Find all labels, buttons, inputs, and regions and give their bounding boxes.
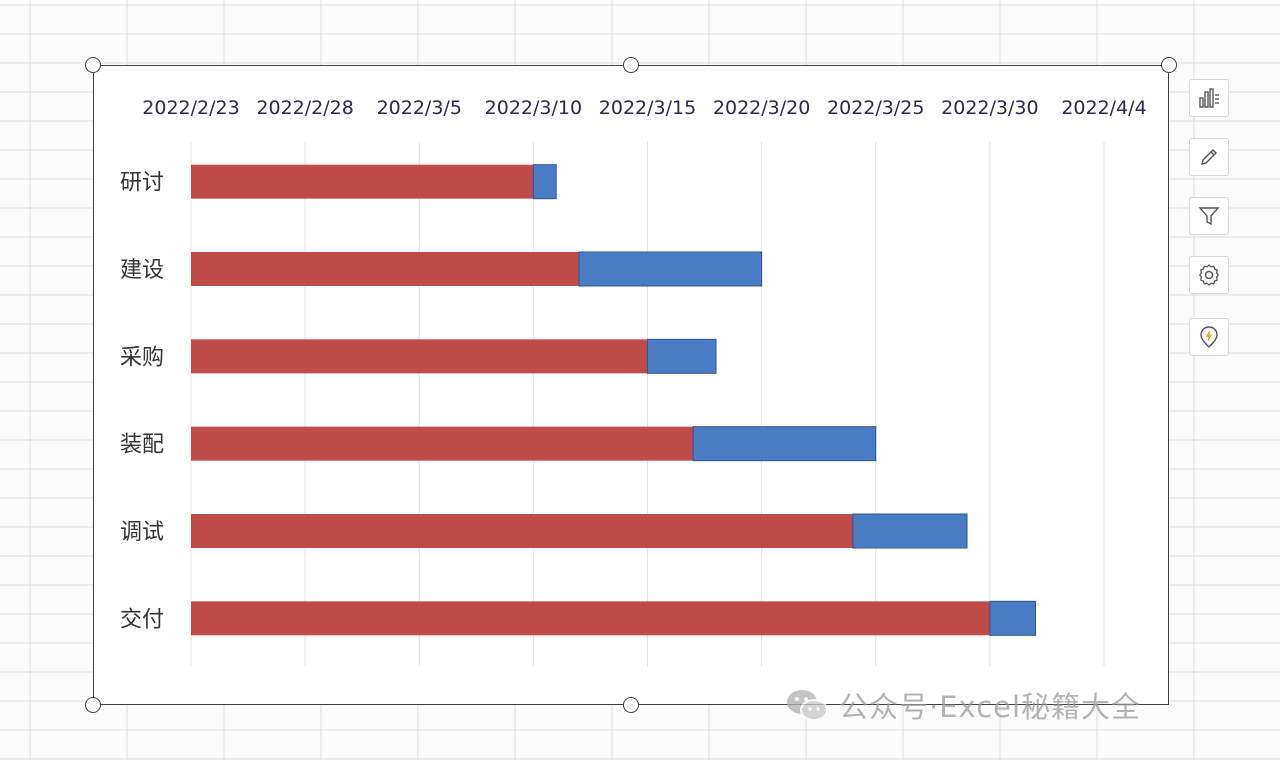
bar-segment[interactable] bbox=[191, 252, 580, 286]
watermark: 公众号·Excel秘籍大全 bbox=[783, 682, 1141, 728]
bar-segment[interactable] bbox=[692, 426, 877, 462]
x-tick-label: 2022/3/5 bbox=[377, 97, 462, 119]
bar-segment[interactable] bbox=[191, 164, 534, 199]
x-tick-label: 2022/3/15 bbox=[599, 97, 696, 119]
chart-style-icon bbox=[1201, 149, 1217, 165]
chart-elements-icon bbox=[1199, 88, 1219, 108]
category-label: 装配 bbox=[120, 433, 164, 458]
x-tick-label: 2022/3/30 bbox=[941, 97, 1038, 119]
bar-chart: 2022/2/23 2022/2/28 2022/3/5 2022/3/10 2022/… bbox=[120, 97, 1147, 666]
bar-segment[interactable] bbox=[191, 514, 853, 548]
category-label: 建设 bbox=[120, 258, 164, 283]
bar-segment[interactable] bbox=[852, 513, 968, 549]
resize-handle-bottom-center[interactable] bbox=[623, 697, 639, 713]
bar-segment[interactable] bbox=[191, 339, 648, 374]
x-tick-label: 2022/3/20 bbox=[713, 97, 810, 119]
x-tick-label: 2022/4/4 bbox=[1061, 97, 1146, 119]
ai-idea-icon bbox=[1200, 326, 1218, 348]
chart-filter-button[interactable] bbox=[1189, 197, 1229, 235]
bar-segment[interactable] bbox=[647, 338, 717, 374]
x-tick-label: 2022/3/25 bbox=[827, 97, 924, 119]
chart-settings-button[interactable] bbox=[1189, 256, 1229, 294]
chart-elements-button[interactable] bbox=[1189, 79, 1229, 117]
bar-segment[interactable] bbox=[532, 164, 557, 200]
resize-handle-top-right[interactable] bbox=[1161, 57, 1177, 73]
bar-segment[interactable] bbox=[578, 251, 763, 287]
resize-handle-top-left[interactable] bbox=[85, 57, 101, 73]
chart-ai-button[interactable] bbox=[1189, 318, 1229, 356]
chart-filter-icon bbox=[1198, 207, 1220, 226]
watermark-text: 公众号·Excel秘籍大全 bbox=[839, 690, 1142, 724]
category-label: 调试 bbox=[120, 520, 164, 545]
bar-segment[interactable] bbox=[191, 601, 990, 636]
x-tick-label: 2022/2/28 bbox=[256, 97, 353, 119]
resize-handle-top-center[interactable] bbox=[623, 57, 639, 73]
bar-segment[interactable] bbox=[989, 600, 1037, 636]
x-tick-label: 2022/3/10 bbox=[485, 97, 582, 119]
wechat-icon bbox=[787, 690, 828, 721]
category-label: 研讨 bbox=[120, 171, 164, 196]
chart-area[interactable]: 2022/2/23 2022/2/28 2022/3/5 2022/3/10 2022/… bbox=[93, 65, 1169, 705]
x-tick-label: 2022/2/23 bbox=[142, 97, 239, 119]
settings-gear-icon bbox=[1198, 264, 1220, 286]
category-label: 交付 bbox=[120, 607, 164, 632]
category-label: 采购 bbox=[120, 345, 164, 370]
bar-segment[interactable] bbox=[191, 426, 694, 461]
chart-style-button[interactable] bbox=[1189, 138, 1229, 176]
resize-handle-bottom-left[interactable] bbox=[85, 697, 101, 713]
